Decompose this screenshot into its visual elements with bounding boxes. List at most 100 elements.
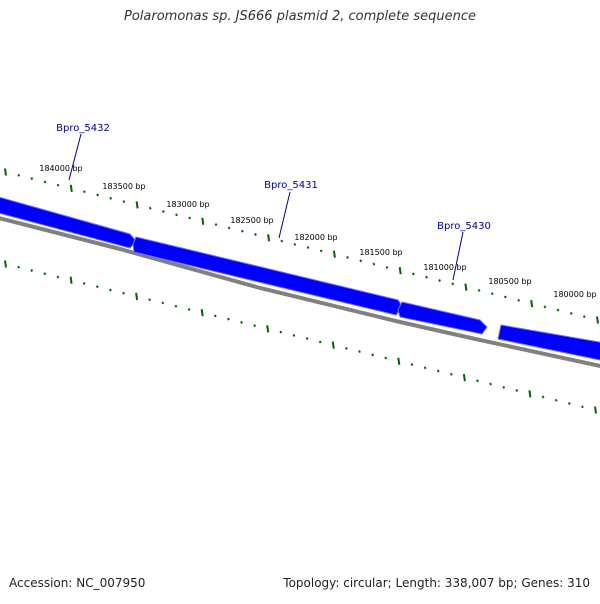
minor-tick [148,298,152,302]
scale-tick-label: 181000 bp [423,263,466,272]
accession-text: Accession: NC_007950 [9,576,146,590]
gene-arrow-bpro-5432[interactable] [132,236,403,316]
minor-tick [227,317,230,321]
minor-tick [280,239,284,243]
minor-tick [438,279,441,282]
minor-tick [188,216,192,220]
gene-label-leader [278,191,291,239]
minor-tick [162,210,165,213]
minor-tick [451,282,455,286]
gene-label[interactable]: Bpro_5430 [437,221,491,232]
minor-tick [30,177,34,181]
minor-tick [175,213,178,217]
minor-tick [122,291,125,295]
minor-tick [556,308,560,312]
major-tick [530,299,534,308]
minor-tick [109,288,112,292]
minor-tick [109,196,113,200]
major-tick [200,309,204,317]
minor-tick [476,379,479,383]
minor-tick [477,288,481,292]
summary-text: Topology: circular; Length: 338,007 bp; … [283,576,590,590]
minor-tick [187,307,191,311]
gene-arrows [0,196,600,361]
minor-tick [227,226,231,230]
minor-tick [504,295,507,299]
minor-tick [490,292,494,296]
minor-tick [240,320,243,324]
map-title: Polaromonas sp. JS666 plasmid 2, complet… [123,9,476,24]
gene-arrow-bpro-5430[interactable] [497,324,600,361]
minor-tick [318,340,322,344]
gene-label[interactable]: Bpro_5432 [56,123,110,134]
major-tick [596,316,599,324]
gene-label-leader [452,231,464,281]
minor-tick [17,265,20,269]
minor-tick [96,193,99,197]
minor-tick [95,285,99,289]
major-tick [135,292,139,301]
minor-tick [543,305,547,309]
minor-tick [541,395,545,399]
major-tick [135,201,139,209]
minor-tick [161,301,165,305]
minor-tick [372,262,376,266]
minor-tick [515,389,519,392]
major-tick [201,217,205,225]
minor-tick [240,229,244,233]
major-tick [267,234,271,242]
minor-tick [214,223,218,227]
scale-tick-label: 180000 bp [553,290,596,299]
minor-tick [253,324,256,328]
minor-tick [56,183,60,187]
minor-tick [411,272,415,276]
minor-tick [43,180,47,184]
minor-tick [82,282,86,285]
minor-tick [279,330,283,334]
minor-tick [436,369,440,373]
minor-tick [43,272,47,276]
major-tick [332,250,336,258]
major-tick [69,184,73,193]
minor-tick [254,233,257,236]
scale-tick-label: 182000 bp [294,233,337,242]
gene-arrow-bpro-5431[interactable] [397,301,488,335]
major-tick [69,276,73,284]
scale-tick-label: 183500 bp [102,182,145,191]
major-tick [4,260,7,268]
inner-tick-ring [4,260,597,414]
scale-tick-label: 184000 bp [39,164,82,173]
minor-tick [582,315,586,319]
gene-label-group: Bpro_5432 Bpro_5431 Bpro_5430 [56,123,491,281]
gene-label[interactable]: Bpro_5431 [264,180,318,191]
minor-tick [122,200,126,204]
minor-tick [425,275,428,279]
minor-tick [174,304,178,308]
minor-tick [30,269,34,272]
major-tick [464,283,468,291]
major-tick [397,357,401,365]
scale-labels: 184000 bp 183500 bp 183000 bp 182500 bp … [39,164,596,299]
minor-tick [83,190,86,194]
minor-tick [569,311,573,315]
minor-tick [17,173,21,177]
scale-tick-label: 183000 bp [166,200,209,209]
minor-tick [319,249,323,253]
minor-tick [213,314,217,318]
minor-tick [502,385,506,389]
minor-tick [423,366,427,370]
minor-tick [385,265,389,269]
minor-tick [358,350,361,354]
minor-tick [410,363,414,367]
minor-tick [384,356,388,360]
minor-tick [449,372,453,376]
sequence-backbone [0,216,600,368]
scale-tick-label: 182500 bp [230,216,273,225]
minor-tick [306,246,310,250]
outer-tick-ring [4,168,599,324]
major-tick [528,390,532,398]
minor-tick [305,337,309,341]
minor-tick [346,256,349,259]
